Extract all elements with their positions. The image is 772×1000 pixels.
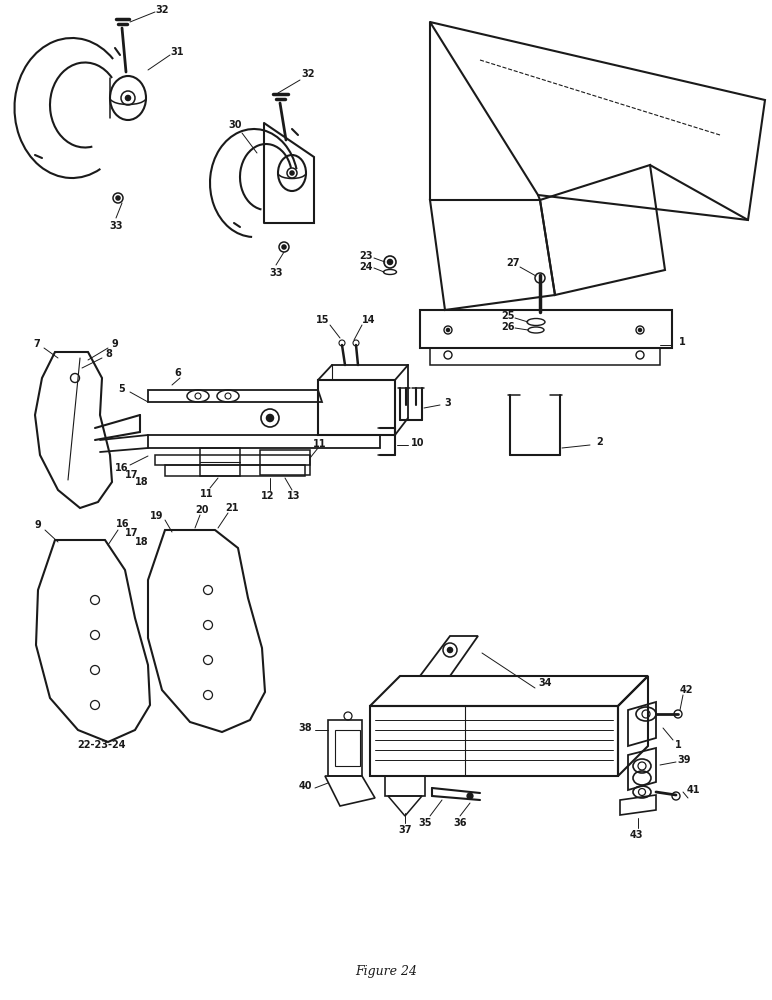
- Circle shape: [266, 414, 273, 422]
- Text: 17: 17: [125, 470, 139, 480]
- Text: 25: 25: [501, 311, 515, 321]
- Text: 32: 32: [155, 5, 169, 15]
- Text: 21: 21: [225, 503, 239, 513]
- Text: 22-23-24: 22-23-24: [78, 740, 127, 750]
- Circle shape: [388, 259, 392, 264]
- Text: 9: 9: [35, 520, 42, 530]
- Text: 10: 10: [411, 438, 425, 448]
- Text: 32: 32: [301, 69, 315, 79]
- Text: 37: 37: [398, 825, 411, 835]
- Text: 16: 16: [117, 519, 130, 529]
- Text: 12: 12: [261, 491, 275, 501]
- Circle shape: [448, 648, 452, 652]
- Circle shape: [290, 171, 294, 175]
- Text: 1: 1: [675, 740, 682, 750]
- Circle shape: [282, 245, 286, 249]
- Text: 9: 9: [112, 339, 118, 349]
- Text: 6: 6: [174, 368, 181, 378]
- Text: 33: 33: [110, 221, 123, 231]
- Text: 30: 30: [229, 120, 242, 130]
- Text: Figure 24: Figure 24: [355, 966, 417, 978]
- Text: 8: 8: [106, 349, 113, 359]
- Circle shape: [638, 328, 642, 332]
- Text: 33: 33: [269, 268, 283, 278]
- Text: 19: 19: [151, 511, 164, 521]
- Text: 15: 15: [317, 315, 330, 325]
- Text: 23: 23: [359, 251, 373, 261]
- Text: 26: 26: [501, 322, 515, 332]
- Text: 35: 35: [418, 818, 432, 828]
- Circle shape: [446, 328, 449, 332]
- Text: 11: 11: [313, 439, 327, 449]
- Text: 18: 18: [135, 477, 149, 487]
- Text: 14: 14: [362, 315, 376, 325]
- Text: 13: 13: [287, 491, 301, 501]
- Text: 20: 20: [195, 505, 208, 515]
- Text: 36: 36: [453, 818, 467, 828]
- Text: 38: 38: [298, 723, 312, 733]
- Text: 5: 5: [119, 384, 125, 394]
- Text: 41: 41: [686, 785, 699, 795]
- Circle shape: [126, 96, 130, 101]
- Circle shape: [467, 793, 473, 799]
- Text: 2: 2: [597, 437, 604, 447]
- Text: 16: 16: [115, 463, 129, 473]
- Circle shape: [116, 196, 120, 200]
- Text: 7: 7: [34, 339, 40, 349]
- Text: 1: 1: [679, 337, 686, 347]
- Text: 34: 34: [538, 678, 552, 688]
- Text: 43: 43: [629, 830, 643, 840]
- Text: 42: 42: [679, 685, 692, 695]
- Text: 40: 40: [298, 781, 312, 791]
- Text: 17: 17: [125, 528, 139, 538]
- Text: 24: 24: [359, 262, 373, 272]
- Text: 27: 27: [506, 258, 520, 268]
- Text: 11: 11: [200, 489, 214, 499]
- Text: 31: 31: [171, 47, 184, 57]
- Text: 39: 39: [677, 755, 691, 765]
- Text: 3: 3: [445, 398, 452, 408]
- Text: 18: 18: [135, 537, 149, 547]
